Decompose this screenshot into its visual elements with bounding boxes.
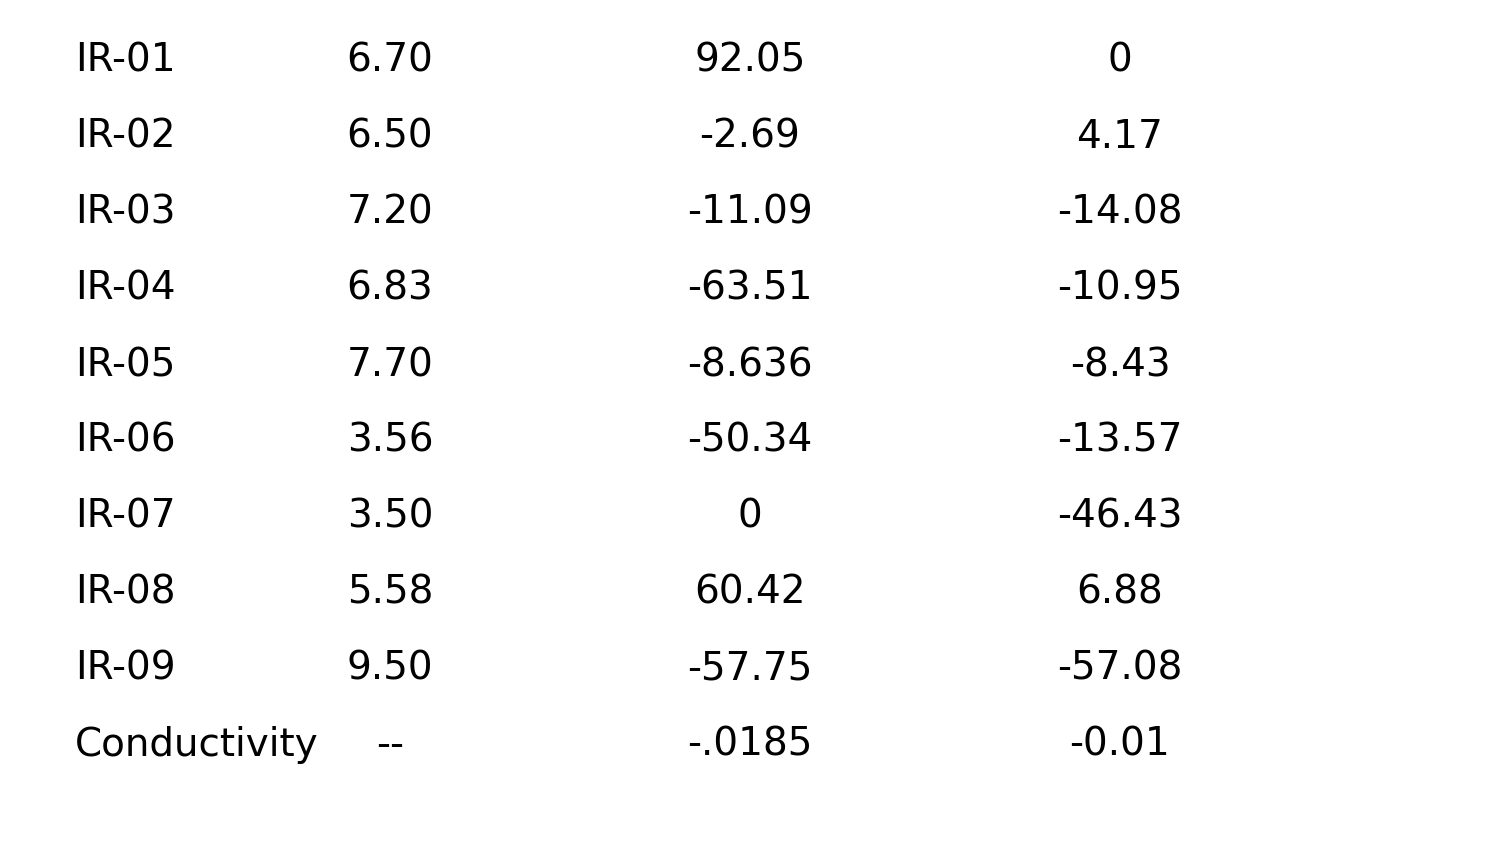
Text: Conductivity: Conductivity xyxy=(75,726,319,764)
Text: -50.34: -50.34 xyxy=(688,422,813,460)
Text: 7.70: 7.70 xyxy=(346,346,433,384)
Text: --: -- xyxy=(376,726,403,764)
Text: IR-09: IR-09 xyxy=(75,650,176,688)
Text: -8.43: -8.43 xyxy=(1070,346,1171,384)
Text: -11.09: -11.09 xyxy=(688,194,813,232)
Text: 4.17: 4.17 xyxy=(1076,118,1163,156)
Text: -14.08: -14.08 xyxy=(1057,194,1183,232)
Text: 3.50: 3.50 xyxy=(346,498,433,536)
Text: -.0185: -.0185 xyxy=(688,726,813,764)
Text: 7.20: 7.20 xyxy=(346,194,433,232)
Text: 6.88: 6.88 xyxy=(1076,574,1163,612)
Text: IR-01: IR-01 xyxy=(75,42,176,80)
Text: 92.05: 92.05 xyxy=(694,42,805,80)
Text: IR-04: IR-04 xyxy=(75,270,176,308)
Text: -57.75: -57.75 xyxy=(688,650,813,688)
Text: IR-05: IR-05 xyxy=(75,346,176,384)
Text: 9.50: 9.50 xyxy=(346,650,433,688)
Text: IR-03: IR-03 xyxy=(75,194,176,232)
Text: 0: 0 xyxy=(737,498,763,536)
Text: -13.57: -13.57 xyxy=(1057,422,1183,460)
Text: -46.43: -46.43 xyxy=(1057,498,1183,536)
Text: -57.08: -57.08 xyxy=(1058,650,1183,688)
Text: 6.50: 6.50 xyxy=(346,118,433,156)
Text: -0.01: -0.01 xyxy=(1070,726,1171,764)
Text: 6.70: 6.70 xyxy=(346,42,433,80)
Text: 6.83: 6.83 xyxy=(346,270,433,308)
Text: 0: 0 xyxy=(1108,42,1132,80)
Text: IR-08: IR-08 xyxy=(75,574,176,612)
Text: IR-06: IR-06 xyxy=(75,422,176,460)
Text: 3.56: 3.56 xyxy=(346,422,433,460)
Text: IR-02: IR-02 xyxy=(75,118,176,156)
Text: IR-07: IR-07 xyxy=(75,498,176,536)
Text: -63.51: -63.51 xyxy=(688,270,813,308)
Text: 5.58: 5.58 xyxy=(346,574,433,612)
Text: 60.42: 60.42 xyxy=(694,574,805,612)
Text: -2.69: -2.69 xyxy=(700,118,801,156)
Text: -8.636: -8.636 xyxy=(688,346,813,384)
Text: -10.95: -10.95 xyxy=(1057,270,1183,308)
